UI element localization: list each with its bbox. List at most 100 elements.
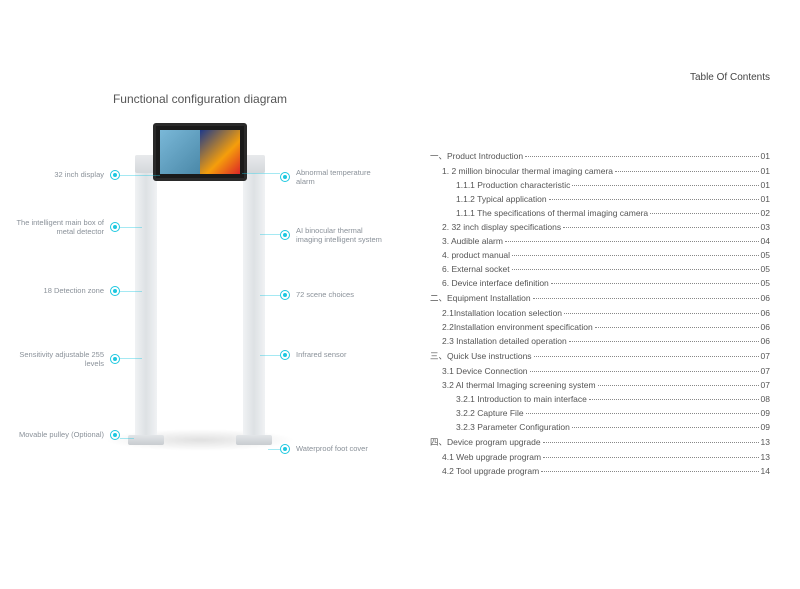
toc-page-number: 07 <box>761 366 770 376</box>
toc-row: 1.1.2 Typical application 01 <box>430 194 770 204</box>
toc-row: 3.2.2 Capture File 09 <box>430 408 770 418</box>
leader-line <box>120 175 160 176</box>
toc-page-number: 03 <box>761 222 770 232</box>
toc-dots <box>525 156 758 157</box>
callout-label: Movable pulley (Optional) <box>19 430 104 439</box>
toc-page-number: 05 <box>761 278 770 288</box>
toc-entry-label: 6. External socket <box>442 264 510 274</box>
gate-pillar-right <box>243 155 265 445</box>
toc-page-number: 01 <box>761 180 770 190</box>
toc-page-number: 02 <box>761 208 770 218</box>
gate-foot-right <box>236 435 272 445</box>
toc-page-number: 06 <box>761 322 770 332</box>
toc-row: 一、Product Introduction 01 <box>430 150 770 162</box>
callout-label: Sensitivity adjustable 255 levels <box>14 350 104 369</box>
toc-entry-label: 6. Device interface definition <box>442 278 549 288</box>
toc-page-number: 05 <box>761 264 770 274</box>
callout-label: 18 Detection zone <box>44 286 104 295</box>
leader-line <box>120 227 142 228</box>
toc-dots <box>543 457 758 458</box>
toc-title: Table Of Contents <box>690 72 770 83</box>
leader-line <box>268 449 280 450</box>
toc-entry-label: 3.2.3 Parameter Configuration <box>456 422 570 432</box>
callout-abnormal-temp: Abnormal temperature alarm <box>280 168 400 187</box>
metal-detector-gate <box>135 155 265 445</box>
toc-page-number: 13 <box>761 452 770 462</box>
leader-line <box>260 355 280 356</box>
toc-dots <box>543 442 759 443</box>
callout-label: 32 inch display <box>54 170 104 179</box>
toc-entry-label: 2.2Installation environment specificatio… <box>442 322 593 332</box>
callout-foot-cover: Waterproof foot cover <box>280 444 400 454</box>
toc-page-number: 01 <box>761 194 770 204</box>
gate-foot-left <box>128 435 164 445</box>
callout-sensitivity: Sensitivity adjustable 255 levels <box>0 350 120 369</box>
callout-zones: 18 Detection zone <box>0 286 120 296</box>
toc-row: 1.1.1 The specifications of thermal imag… <box>430 208 770 218</box>
callout-ai-system: AI binocular thermal imaging intelligent… <box>280 226 400 245</box>
toc-row: 2.2Installation environment specificatio… <box>430 322 770 332</box>
callout-display: 32 inch display <box>0 170 120 180</box>
callout-label: 72 scene choices <box>296 290 354 299</box>
toc-row: 二、Equipment Installation 06 <box>430 292 770 304</box>
toc-row: 3.2.3 Parameter Configuration09 <box>430 422 770 432</box>
callout-label: The intelligent main box of metal detect… <box>14 218 104 237</box>
toc-row: 4.2 Tool upgrade program14 <box>430 466 770 476</box>
toc-dots <box>650 213 758 214</box>
toc-entry-label: 3.1 Device Connection <box>442 366 528 376</box>
toc-entry-label: 二、Equipment Installation <box>430 292 531 304</box>
toc-dots <box>526 413 759 414</box>
toc-page-number: 06 <box>761 336 770 346</box>
toc-row: 2.3 Installation detailed operation06 <box>430 336 770 346</box>
callout-mainbox: The intelligent main box of metal detect… <box>0 218 120 237</box>
toc-page-number: 06 <box>761 293 770 303</box>
toc-dots <box>569 341 759 342</box>
toc-entry-label: 一、Product Introduction <box>430 150 523 162</box>
toc-entry-label: 1.1.2 Typical application <box>456 194 547 204</box>
toc-entry-label: 1.1.1 The specifications of thermal imag… <box>456 208 648 218</box>
toc-entry-label: 四、Device program upgrade <box>430 436 541 448</box>
callout-bullet-icon <box>280 172 290 182</box>
diagram-title: Functional configuration diagram <box>0 92 400 106</box>
toc-list: 一、Product Introduction011. 2 million bin… <box>430 150 770 569</box>
toc-page-number: 14 <box>761 466 770 476</box>
toc-page-number: 04 <box>761 236 770 246</box>
callout-scenes: 72 scene choices <box>280 290 400 300</box>
toc-row: 3.2 AI thermal Imaging screening system0… <box>430 380 770 390</box>
toc-row: 三、Quick Use instructions 07 <box>430 350 770 362</box>
callout-bullet-icon <box>280 444 290 454</box>
diagram-panel: Functional configuration diagram 32 inch… <box>0 0 400 589</box>
toc-dots <box>534 356 759 357</box>
toc-dots <box>615 171 759 172</box>
toc-dots <box>572 427 759 428</box>
toc-page-number: 09 <box>761 408 770 418</box>
toc-dots <box>512 269 759 270</box>
callout-bullet-icon <box>280 230 290 240</box>
leader-line <box>120 291 142 292</box>
toc-panel: Table Of Contents 一、Product Introduction… <box>400 0 800 589</box>
toc-entry-label: 3. Audible alarm <box>442 236 503 246</box>
toc-dots <box>530 371 759 372</box>
toc-dots <box>533 298 759 299</box>
toc-dots <box>564 313 759 314</box>
toc-entry-label: 三、Quick Use instructions <box>430 350 532 362</box>
toc-dots <box>505 241 759 242</box>
toc-page-number: 07 <box>761 351 770 361</box>
toc-dots <box>512 255 758 256</box>
leader-line <box>260 295 280 296</box>
toc-row: 6. External socket 05 <box>430 264 770 274</box>
toc-dots <box>598 385 759 386</box>
leader-line <box>242 173 280 174</box>
toc-entry-label: 3.2.2 Capture File <box>456 408 524 418</box>
toc-row: 3.1 Device Connection 07 <box>430 366 770 376</box>
toc-row: 2.1Installation location selection06 <box>430 308 770 318</box>
toc-dots <box>563 227 758 228</box>
toc-entry-label: 3.2 AI thermal Imaging screening system <box>442 380 596 390</box>
toc-row: 4.1 Web upgrade program13 <box>430 452 770 462</box>
toc-page-number: 06 <box>761 308 770 318</box>
toc-dots <box>551 283 759 284</box>
toc-dots <box>541 471 758 472</box>
callout-pulley: Movable pulley (Optional) <box>0 430 120 440</box>
toc-page-number: 01 <box>761 151 770 161</box>
callout-bullet-icon <box>110 170 120 180</box>
